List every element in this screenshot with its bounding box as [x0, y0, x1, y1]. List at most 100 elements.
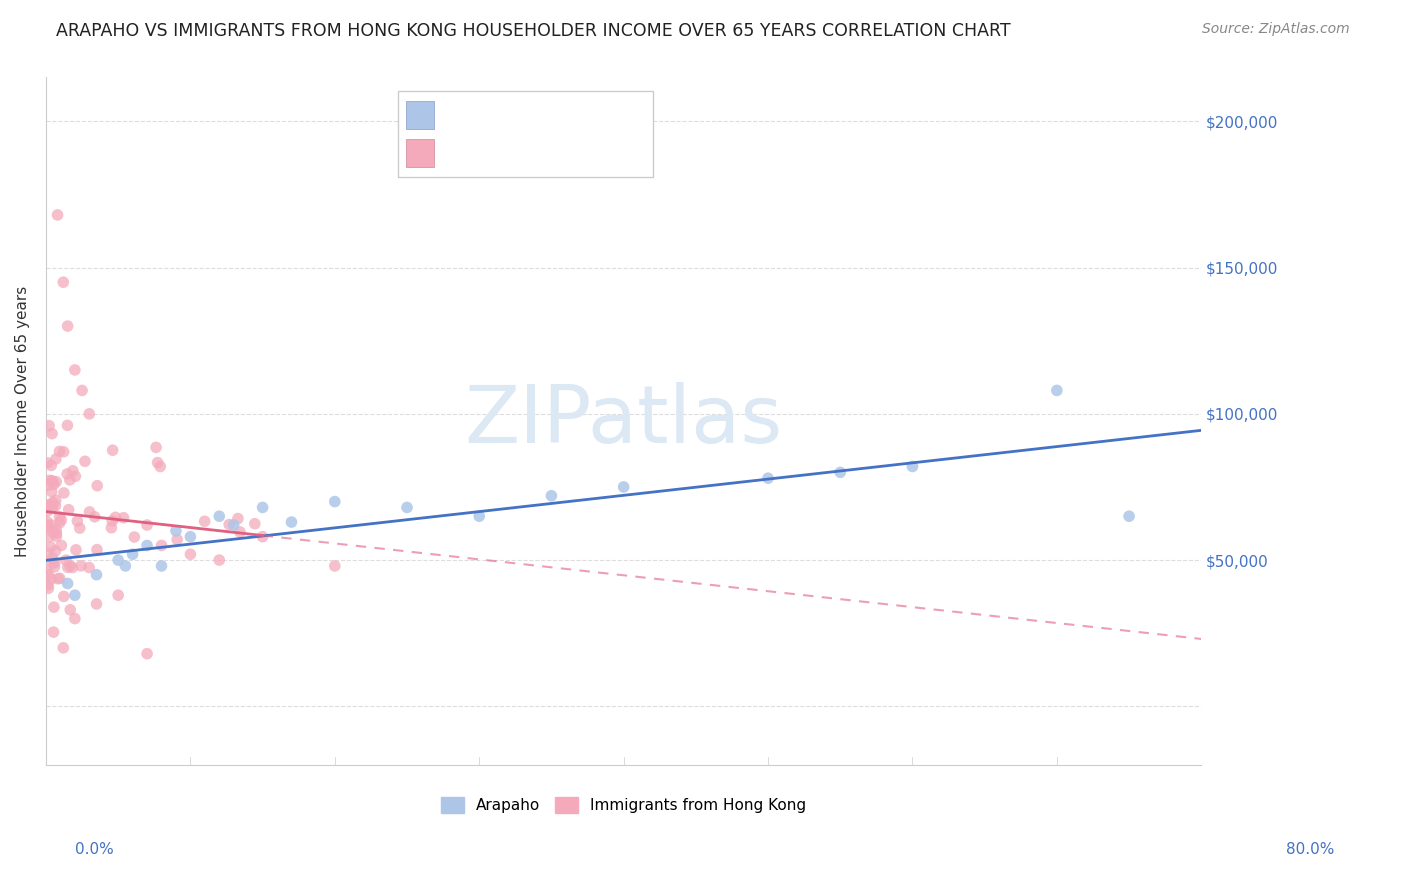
- Point: [41, 484, 63, 499]
- Point: [70, 558, 93, 573]
- Point: [73, 454, 96, 468]
- Point: [222, 518, 245, 533]
- Point: [83, 509, 105, 524]
- Point: [41, 474, 63, 488]
- Point: [104, 510, 127, 524]
- Point: [63, 588, 86, 602]
- Point: [37, 546, 59, 560]
- Point: [1118, 509, 1140, 524]
- Point: [52, 445, 75, 459]
- Point: [44, 560, 66, 574]
- Point: [136, 539, 159, 553]
- Point: [59, 558, 82, 573]
- Point: [45, 475, 67, 489]
- Point: [86, 567, 108, 582]
- Text: 80.0%: 80.0%: [1286, 842, 1334, 856]
- Point: [48, 516, 70, 530]
- Point: [56, 576, 79, 591]
- Point: [41, 551, 63, 566]
- Point: [179, 547, 201, 561]
- Point: [45, 493, 67, 508]
- Point: [145, 441, 167, 455]
- Point: [121, 547, 143, 561]
- Point: [41, 474, 63, 488]
- Point: [39, 458, 62, 473]
- Point: [42, 556, 65, 570]
- Point: [46, 572, 69, 586]
- Point: [79, 505, 101, 519]
- Y-axis label: Householder Income Over 65 years: Householder Income Over 65 years: [15, 285, 30, 557]
- Point: [1046, 384, 1069, 398]
- Point: [194, 514, 217, 528]
- Point: [37, 562, 59, 576]
- Point: [48, 509, 70, 524]
- Point: [830, 466, 852, 480]
- Point: [44, 499, 66, 513]
- Point: [59, 473, 82, 487]
- Point: [252, 500, 274, 515]
- Point: [65, 542, 87, 557]
- Point: [165, 524, 187, 538]
- Point: [45, 529, 67, 543]
- Point: [38, 473, 60, 487]
- Legend: Arapaho, Immigrants from Hong Kong: Arapaho, Immigrants from Hong Kong: [434, 791, 813, 819]
- Point: [101, 443, 124, 458]
- Point: [59, 603, 82, 617]
- Point: [540, 489, 562, 503]
- Point: [44, 544, 66, 558]
- Point: [136, 647, 159, 661]
- Point: [42, 525, 65, 540]
- Point: [62, 464, 84, 478]
- Point: [41, 518, 63, 533]
- Point: [41, 495, 63, 509]
- Text: ARAPAHO VS IMMIGRANTS FROM HONG KONG HOUSEHOLDER INCOME OVER 65 YEARS CORRELATIO: ARAPAHO VS IMMIGRANTS FROM HONG KONG HOU…: [56, 22, 1011, 40]
- Point: [218, 517, 240, 532]
- Text: 0.0%: 0.0%: [75, 842, 114, 856]
- Point: [45, 526, 67, 541]
- Point: [69, 521, 91, 535]
- Point: [42, 500, 65, 514]
- Point: [41, 426, 63, 441]
- Point: [38, 568, 60, 582]
- Point: [52, 275, 75, 289]
- Point: [226, 511, 249, 525]
- Point: [150, 539, 173, 553]
- Point: [901, 459, 924, 474]
- Point: [37, 478, 59, 492]
- Point: [48, 444, 70, 458]
- Point: [208, 553, 231, 567]
- Text: Source: ZipAtlas.com: Source: ZipAtlas.com: [1202, 22, 1350, 37]
- Point: [56, 319, 79, 334]
- Point: [56, 467, 79, 481]
- Point: [45, 523, 67, 537]
- Point: [63, 611, 86, 625]
- Point: [468, 509, 491, 524]
- Point: [280, 515, 302, 529]
- Point: [39, 572, 62, 586]
- Point: [38, 498, 60, 512]
- Point: [37, 582, 59, 596]
- Point: [65, 469, 87, 483]
- Point: [395, 500, 418, 515]
- Point: [58, 502, 80, 516]
- Point: [44, 556, 66, 570]
- Point: [42, 625, 65, 640]
- Point: [46, 208, 69, 222]
- Point: [66, 514, 89, 528]
- Point: [86, 597, 108, 611]
- Point: [323, 558, 346, 573]
- Point: [70, 384, 93, 398]
- Point: [613, 480, 636, 494]
- Point: [229, 524, 252, 539]
- Text: ZIPatlas: ZIPatlas: [464, 382, 783, 460]
- Point: [100, 521, 122, 535]
- Point: [37, 504, 59, 518]
- Point: [51, 513, 73, 527]
- Point: [38, 418, 60, 433]
- Point: [150, 558, 173, 573]
- Point: [38, 530, 60, 544]
- Point: [124, 530, 146, 544]
- Point: [52, 486, 75, 500]
- Point: [166, 533, 188, 547]
- Point: [179, 530, 201, 544]
